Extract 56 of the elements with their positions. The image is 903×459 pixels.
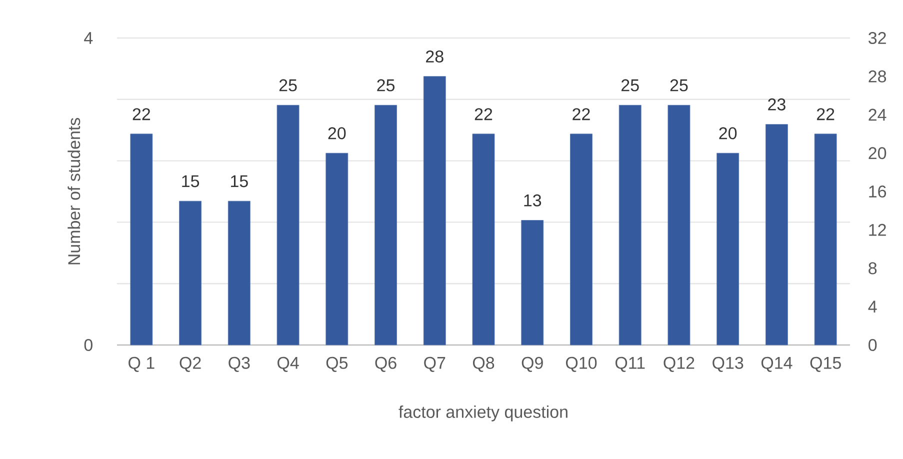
x-tick-label: Q15 <box>810 356 841 372</box>
x-tick-label: Q12 <box>664 356 694 372</box>
bar <box>814 134 837 346</box>
bar <box>472 134 495 346</box>
bar <box>276 104 300 346</box>
data-label: 22 <box>132 108 150 120</box>
data-label: 23 <box>768 98 786 110</box>
y-axis-title: Number of students <box>68 118 80 264</box>
y2-tick-label: 24 <box>868 108 886 121</box>
y2-tick-label: 20 <box>868 147 886 160</box>
x-tick-label: Q14 <box>761 356 792 372</box>
bar <box>374 104 397 346</box>
bar <box>228 200 250 346</box>
x-tick-label: Q10 <box>566 356 597 372</box>
bar <box>618 104 642 346</box>
data-label: 15 <box>182 175 200 188</box>
x-tick-label: Q 1 <box>128 356 154 372</box>
bar <box>766 124 788 346</box>
bar <box>326 152 348 346</box>
bar <box>423 76 446 346</box>
data-label: 28 <box>426 50 444 63</box>
data-label: 20 <box>328 127 346 140</box>
data-label: 22 <box>572 108 590 120</box>
x-tick-label: Q6 <box>375 356 396 372</box>
x-axis-title: factor anxiety question <box>398 405 568 422</box>
data-label: 25 <box>377 79 394 92</box>
bar <box>179 200 202 346</box>
x-tick-label: Q4 <box>278 356 299 372</box>
bar <box>130 134 153 346</box>
x-tick-label: Q5 <box>326 356 348 372</box>
data-label: 25 <box>622 79 639 92</box>
bar <box>716 152 740 346</box>
data-label: 15 <box>231 175 248 188</box>
y2-tick-label: 0 <box>868 338 877 352</box>
data-label: 22 <box>474 108 492 120</box>
bar <box>668 104 690 346</box>
x-tick-label: Q8 <box>472 356 494 372</box>
y2-tick-label: 32 <box>868 32 886 44</box>
x-tick-label: Q2 <box>180 356 201 372</box>
x-tick-label: Q11 <box>615 356 645 372</box>
x-tick-label: Q9 <box>522 356 543 372</box>
x-tick-label: Q3 <box>228 356 250 372</box>
y2-tick-label: 4 <box>868 300 877 312</box>
data-label: 22 <box>816 108 834 120</box>
y2-tick-label: 8 <box>868 262 877 274</box>
x-tick-label: Q13 <box>712 356 744 372</box>
data-label: 13 <box>524 194 542 206</box>
y2-tick-label: 28 <box>868 70 886 82</box>
data-label: 25 <box>670 79 688 92</box>
bar <box>521 220 544 346</box>
y2-tick-label: 12 <box>869 224 886 236</box>
data-label: 25 <box>279 79 297 92</box>
bar <box>570 134 592 346</box>
y2-tick-label: 16 <box>869 185 886 198</box>
data-label: 20 <box>719 127 737 140</box>
x-tick-label: Q7 <box>424 356 446 372</box>
